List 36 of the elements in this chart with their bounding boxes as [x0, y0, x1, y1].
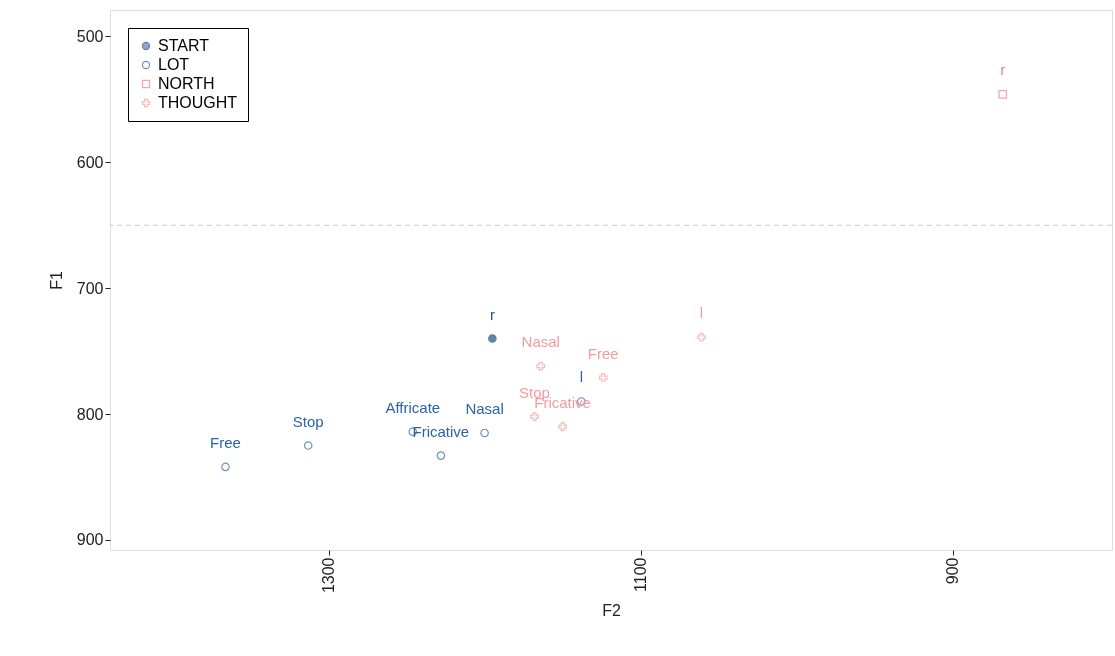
- point: [221, 462, 230, 472]
- annotation: Free: [210, 433, 241, 451]
- point: [697, 332, 706, 342]
- y-tick-label: 900: [76, 531, 104, 549]
- annotation: r: [1000, 61, 1006, 79]
- x-tick-label: 1100: [632, 557, 650, 592]
- y-tick-label: 800: [76, 405, 104, 423]
- y-axis-title: F1: [47, 271, 65, 290]
- point: [558, 422, 567, 431]
- x-tick-label: 900: [944, 557, 962, 585]
- annotation: r: [489, 305, 495, 323]
- annotation: Affricate: [385, 398, 441, 416]
- annotation: l: [699, 304, 704, 322]
- point: [536, 361, 546, 371]
- x-tick-label: 1300: [320, 557, 337, 594]
- point: [480, 428, 489, 438]
- annotation: l: [579, 368, 584, 386]
- annotation: Fricative: [412, 422, 470, 440]
- point: [303, 441, 313, 450]
- point: [436, 451, 446, 460]
- annotation: Nasal: [521, 333, 560, 351]
- point: [488, 334, 497, 343]
- y-tick-label: 700: [76, 279, 104, 297]
- legend-label: THOUGHT: [158, 94, 238, 111]
- point: [598, 373, 608, 382]
- annotation: Nasal: [465, 399, 504, 417]
- y-tick-label: 500: [76, 27, 104, 45]
- y-tick-label: 600: [76, 153, 104, 171]
- annotation: Stop: [292, 412, 324, 430]
- legend-label: START: [158, 37, 210, 54]
- legend-label: LOT: [158, 56, 190, 73]
- x-axis-title: F2: [602, 602, 621, 620]
- legend-label: NORTH: [158, 75, 215, 92]
- point: [998, 90, 1008, 99]
- annotation: Free: [587, 344, 619, 362]
- point: [530, 412, 539, 421]
